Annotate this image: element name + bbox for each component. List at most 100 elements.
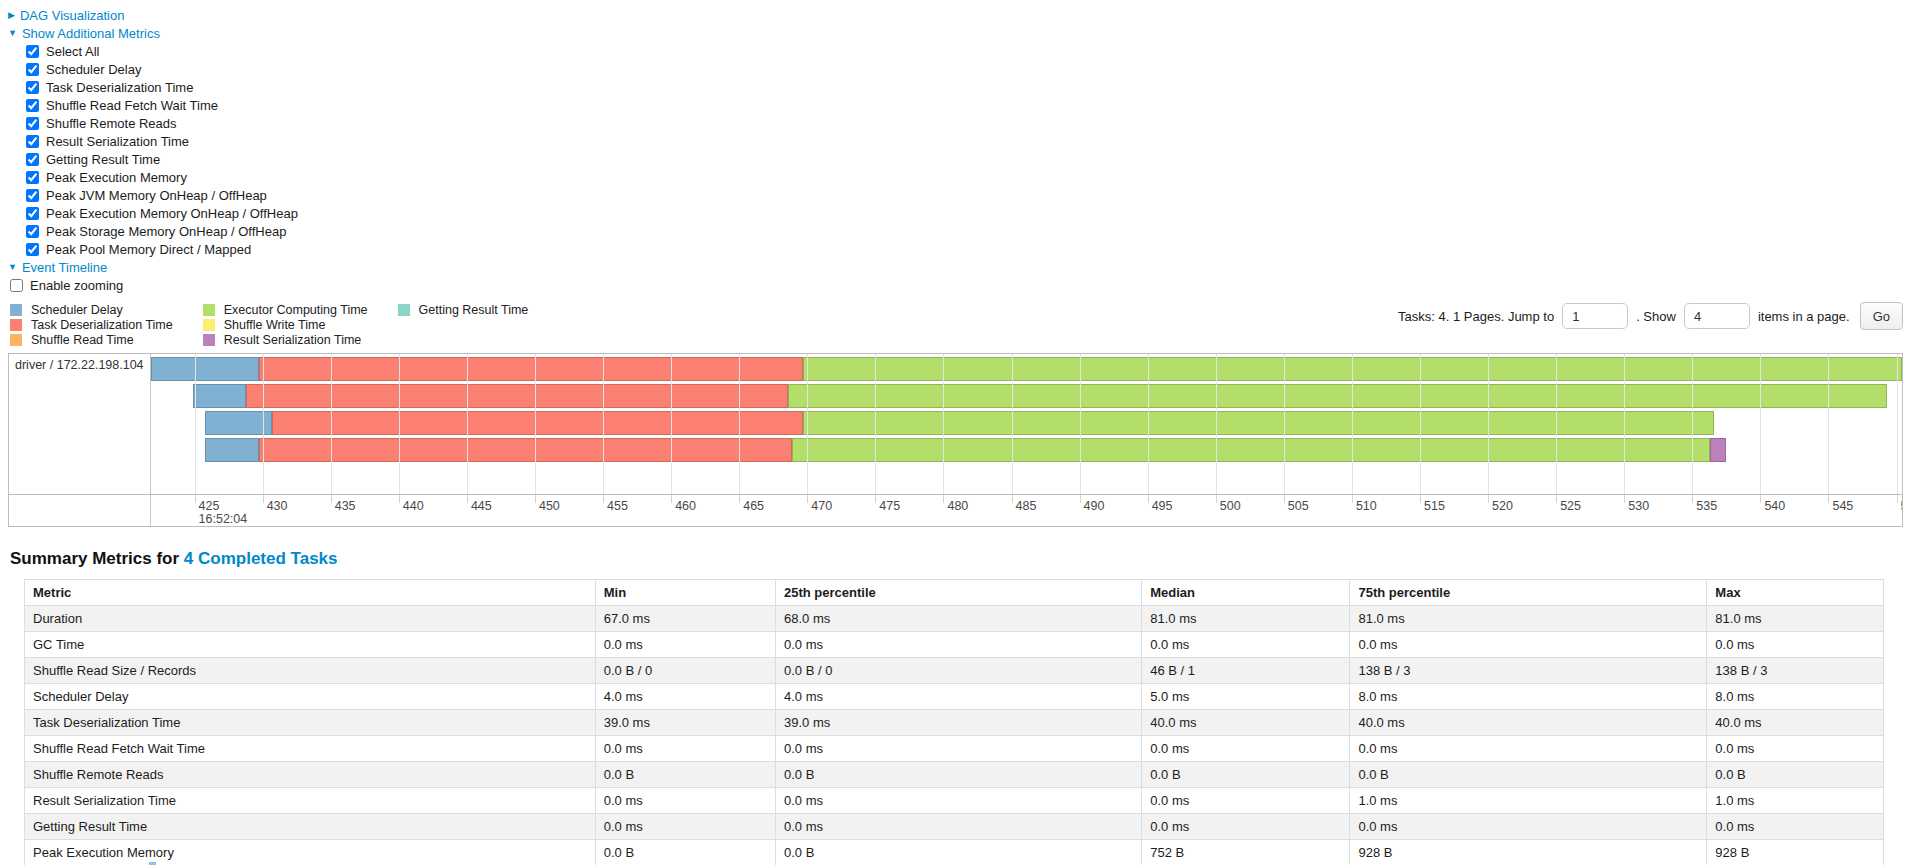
event-timeline-toggle[interactable]: ▼ Event Timeline: [8, 258, 1907, 276]
metric-checkbox[interactable]: [26, 135, 39, 148]
task-segment-executor_computing[interactable]: [792, 438, 1710, 462]
metric-checkbox[interactable]: [26, 117, 39, 130]
enable-zooming-row: Enable zooming: [8, 276, 1907, 294]
metric-value-cell: 68.0 ms: [776, 606, 1142, 632]
task-segment-task_deserialization[interactable]: [272, 411, 803, 435]
metric-value-cell: 0.0 ms: [1707, 632, 1884, 658]
go-button[interactable]: Go: [1860, 302, 1903, 330]
metric-name-cell: Result Serialization Time: [25, 788, 596, 814]
enable-zooming-label: Enable zooming: [30, 278, 123, 293]
task-segment-scheduler_delay[interactable]: [193, 384, 246, 408]
axis-tick-mark: [671, 495, 672, 503]
timeline-gridline: [1352, 354, 1353, 494]
timeline-axis-corner: [9, 495, 151, 526]
summary-table-row: Shuffle Read Fetch Wait Time0.0 ms0.0 ms…: [25, 736, 1884, 762]
timeline-gridline: [943, 354, 944, 494]
timeline-gridline: [1760, 354, 1761, 494]
metric-value-cell: 138 B / 3: [1350, 658, 1707, 684]
legend-swatch-scheduler_delay: [10, 304, 22, 316]
axis-tick-label: 505: [1288, 499, 1309, 513]
summary-table-row: Shuffle Remote Reads0.0 B0.0 B0.0 B0.0 B…: [25, 762, 1884, 788]
show-additional-metrics-toggle[interactable]: ▼ Show Additional Metrics: [8, 24, 1907, 42]
timeline-gridline: [1012, 354, 1013, 494]
completed-tasks-link[interactable]: 4 Completed Tasks: [184, 549, 338, 568]
summary-metrics-table: MetricMin25th percentileMedian75th perce…: [24, 579, 1884, 865]
metric-checkbox[interactable]: [26, 243, 39, 256]
enable-zooming-checkbox[interactable]: [10, 279, 23, 292]
legend-item: Scheduler Delay: [10, 302, 173, 317]
show-additional-metrics-label: Show Additional Metrics: [22, 26, 160, 41]
metric-value-cell: 0.0 ms: [776, 788, 1142, 814]
metric-checkbox-label: Peak JVM Memory OnHeap / OffHeap: [46, 188, 267, 203]
jump-to-page-input[interactable]: [1562, 303, 1628, 329]
metric-value-cell: 81.0 ms: [1350, 606, 1707, 632]
metric-checkbox-label: Peak Storage Memory OnHeap / OffHeap: [46, 224, 286, 239]
metric-name-cell: Scheduler Delay: [25, 684, 596, 710]
metric-checkbox-item: Peak Execution Memory: [26, 168, 1907, 186]
summary-column-header: Max: [1707, 580, 1884, 606]
timeline-gridline: [1624, 354, 1625, 494]
axis-tick-label: 470: [811, 499, 832, 513]
metric-checkbox-label: Scheduler Delay: [46, 62, 141, 77]
timeline-gridline: [1284, 354, 1285, 494]
metric-name-cell: Getting Result Time: [25, 814, 596, 840]
axis-tick-mark: [1760, 495, 1761, 503]
dag-visualization-toggle[interactable]: ▶ DAG Visualization: [8, 6, 1907, 24]
task-segment-task_deserialization[interactable]: [246, 384, 788, 408]
metric-checkbox-item: Peak Execution Memory OnHeap / OffHeap: [26, 204, 1907, 222]
task-segment-scheduler_delay[interactable]: [205, 438, 258, 462]
metric-checkbox[interactable]: [26, 45, 39, 58]
task-segment-executor_computing[interactable]: [803, 411, 1714, 435]
metric-checkbox-item: Peak JVM Memory OnHeap / OffHeap: [26, 186, 1907, 204]
task-segment-result_serialization[interactable]: [1710, 438, 1726, 462]
metric-checkbox[interactable]: [26, 81, 39, 94]
metric-value-cell: 39.0 ms: [776, 710, 1142, 736]
legend-item: Shuffle Read Time: [10, 332, 173, 347]
summary-metrics-title: Summary Metrics for 4 Completed Tasks: [10, 549, 1907, 569]
axis-tick-label: 485: [1016, 499, 1037, 513]
task-segment-executor_computing[interactable]: [788, 384, 1887, 408]
summary-table-header-row: MetricMin25th percentileMedian75th perce…: [25, 580, 1884, 606]
legend-item: Result Serialization Time: [203, 332, 368, 347]
task-segment-task_deserialization[interactable]: [259, 438, 793, 462]
metric-value-cell: 40.0 ms: [1350, 710, 1707, 736]
task-segment-task_deserialization[interactable]: [259, 357, 804, 381]
metric-checkbox[interactable]: [26, 153, 39, 166]
metric-value-cell: 5.0 ms: [1142, 684, 1350, 710]
items-per-page-input[interactable]: [1684, 303, 1750, 329]
axis-tick-label: 480: [947, 499, 968, 513]
timeline-gridline: [739, 354, 740, 494]
task-segment-scheduler_delay[interactable]: [151, 357, 259, 381]
axis-tick-mark: [1420, 495, 1421, 503]
metric-checkbox[interactable]: [26, 207, 39, 220]
axis-tick-mark: [399, 495, 400, 503]
axis-tick-label: 525: [1560, 499, 1581, 513]
metric-value-cell: 0.0 ms: [595, 736, 775, 762]
metric-checkbox[interactable]: [26, 189, 39, 202]
axis-tick-label: 460: [675, 499, 696, 513]
timeline-gridline: [1897, 354, 1898, 494]
summary-table-body: Duration67.0 ms68.0 ms81.0 ms81.0 ms81.0…: [25, 606, 1884, 865]
metric-value-cell: 1.0 ms: [1707, 788, 1884, 814]
metric-value-cell: 0.0 B: [595, 840, 775, 865]
metric-checkbox[interactable]: [26, 171, 39, 184]
metric-value-cell: 752 B: [1142, 840, 1350, 865]
metric-checkbox[interactable]: [26, 225, 39, 238]
axis-tick-mark: [195, 495, 196, 503]
timeline-gridline: [331, 354, 332, 494]
metric-value-cell: 0.0 B / 0: [776, 658, 1142, 684]
axis-tick-label: 550: [1901, 499, 1902, 513]
metric-value-cell: 0.0 B / 0: [595, 658, 775, 684]
timeline-gridline: [1692, 354, 1693, 494]
legend-label: Executor Computing Time: [224, 303, 368, 317]
metric-value-cell: 4.0 ms: [595, 684, 775, 710]
timeline-task-row: [151, 383, 1902, 410]
metric-value-cell: 81.0 ms: [1142, 606, 1350, 632]
timeline-legend: Scheduler DelayTask Deserialization Time…: [10, 302, 528, 347]
metric-value-cell: 0.0 ms: [595, 632, 775, 658]
axis-tick-label: 445: [471, 499, 492, 513]
metric-value-cell: 0.0 ms: [1350, 814, 1707, 840]
metric-checkbox-label: Peak Pool Memory Direct / Mapped: [46, 242, 251, 257]
metric-checkbox[interactable]: [26, 63, 39, 76]
metric-checkbox[interactable]: [26, 99, 39, 112]
